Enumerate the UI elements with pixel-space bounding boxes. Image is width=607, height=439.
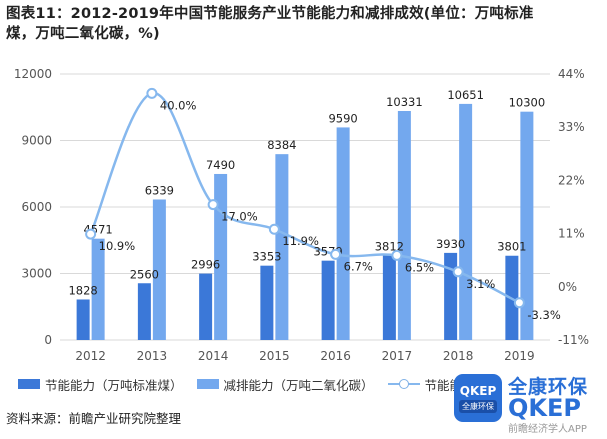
bar-emission-reduction [397,110,411,340]
source-note: 资料来源：前瞻产业研究院整理 [6,411,182,426]
watermark-app: 前瞻经济学人APP [508,424,587,435]
chart-title: 图表11：2012-2019年中国节能服务产业节能能力和减排成效(单位：万吨标准… [6,6,534,42]
data-label-emission-reduction: 10300 [509,96,546,110]
point-growth-rate [146,87,158,99]
watermark-en: QKEP [508,394,581,422]
bar-emission-reduction [520,111,534,340]
data-label-growth-rate: 10.9% [99,239,136,253]
data-label-energy-saving: 3353 [252,250,281,264]
bar-emission-reduction [275,154,289,340]
data-label-energy-saving: 2996 [191,258,220,272]
y-left-tick-label: 0 [44,333,52,347]
bar-emission-reduction [336,127,350,341]
y-right-tick-label: 11% [558,227,585,241]
x-tick-label: 2016 [320,349,351,363]
bar-energy-saving [260,265,274,340]
data-label-emission-reduction: 9590 [328,111,357,125]
x-tick-label: 2019 [504,349,535,363]
legend: 节能能力（万吨标准煤） 减排能力（万吨二氧化碳） 节能能力增速 [18,375,514,393]
y-left-tick-label: 9000 [21,134,52,148]
y-right-tick-label: -11% [558,333,589,347]
x-tick-label: 2017 [382,349,413,363]
data-label-growth-rate: 11.9% [282,234,319,248]
data-label-growth-rate: 17.0% [221,210,258,224]
data-label-energy-saving: 2560 [130,267,159,281]
bar-energy-saving [76,299,90,340]
data-label-growth-rate: -3.3% [527,308,560,322]
x-tick-label: 2012 [75,349,106,363]
y-left-tick-label: 12000 [14,67,52,81]
y-right-tick-label: 22% [558,173,585,187]
bar-energy-saving [444,252,458,340]
legend-item-emission-reduction: 减排能力（万吨二氧化碳） [196,375,374,394]
watermark-logo: QKEP 全康环保 全康环保 QKEP 前瞻经济学人APP [448,372,604,435]
y-right-tick-label: 0% [558,280,577,294]
point-growth-rate [330,248,342,260]
legend-line-growth-rate [387,379,420,389]
point-growth-rate [207,199,219,211]
y-left-tick-label: 3000 [21,267,52,281]
point-growth-rate [513,297,525,309]
point-growth-rate [85,228,97,240]
data-label-growth-rate: 6.5% [405,260,434,274]
bar-emission-reduction [91,238,105,340]
data-label-energy-saving: 3930 [436,237,465,251]
y-right-tick-label: 33% [558,120,585,134]
data-label-growth-rate: 6.7% [344,259,373,273]
bar-energy-saving [382,255,396,340]
watermark-cn: 全康环保 [508,376,589,398]
point-growth-rate [268,223,280,235]
legend-label-energy-saving: 节能能力（万吨标准煤） [45,377,183,393]
bar-energy-saving [321,260,335,340]
bar-emission-reduction [459,103,473,340]
y-left-tick-label: 6000 [21,200,52,214]
x-tick-label: 2015 [259,349,290,363]
bar-energy-saving [199,273,213,340]
point-growth-rate [391,249,403,261]
data-label-emission-reduction: 10331 [386,95,423,109]
y-right-tick-label: 44% [558,67,585,81]
bar-energy-saving [137,283,151,340]
bar-emission-reduction [152,199,166,340]
watermark-badge: QKEP 全康环保 [454,374,502,422]
legend-item-energy-saving: 节能能力（万吨标准煤） [18,375,183,394]
x-tick-label: 2014 [198,349,229,363]
data-label-energy-saving: 1828 [68,283,97,297]
data-label-emission-reduction: 7490 [206,158,235,172]
data-label-energy-saving: 3801 [497,240,526,254]
legend-swatch-energy-saving [18,379,40,389]
x-tick-label: 2013 [137,349,168,363]
data-label-emission-reduction: 10651 [447,88,484,102]
data-label-growth-rate: 3.1% [466,277,495,291]
data-label-growth-rate: 40.0% [160,98,197,112]
data-label-emission-reduction: 8384 [267,138,296,152]
x-tick-label: 2018 [443,349,474,363]
data-label-emission-reduction: 6339 [145,183,174,197]
point-growth-rate [452,266,464,278]
legend-swatch-emission-reduction [196,379,219,389]
legend-label-emission-reduction: 减排能力（万吨二氧化碳） [223,377,374,393]
